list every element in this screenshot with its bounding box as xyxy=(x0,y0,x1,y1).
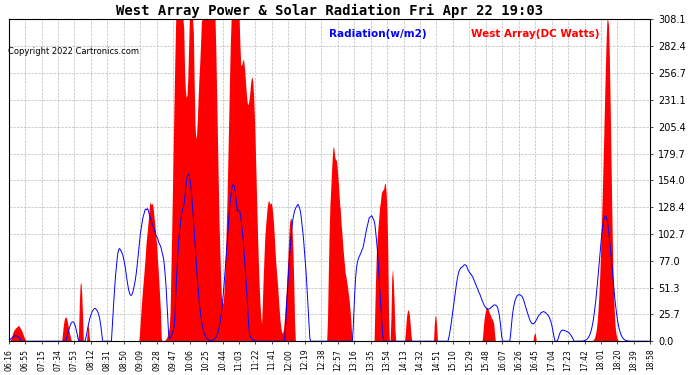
Text: Radiation(w/m2): Radiation(w/m2) xyxy=(330,29,427,39)
Text: West Array(DC Watts): West Array(DC Watts) xyxy=(471,29,599,39)
Title: West Array Power & Solar Radiation Fri Apr 22 19:03: West Array Power & Solar Radiation Fri A… xyxy=(116,4,543,18)
Text: Copyright 2022 Cartronics.com: Copyright 2022 Cartronics.com xyxy=(8,47,139,56)
